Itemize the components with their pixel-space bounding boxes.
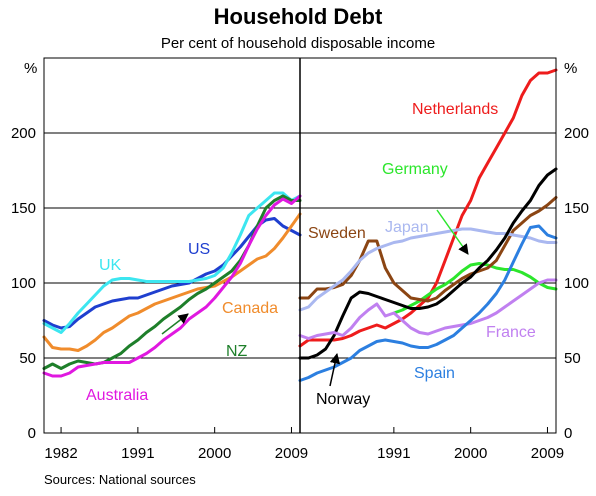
y-tick-right: 100 xyxy=(564,275,589,292)
series-line-netherlands xyxy=(298,68,558,348)
x-tick-label-left: 1982 xyxy=(44,445,77,462)
y-tick-left: 200 xyxy=(11,125,36,142)
annotations xyxy=(161,209,469,387)
y-tick-left: 100 xyxy=(11,275,36,292)
labels: US UK Canada NZ Australia Netherlands Germany S… xyxy=(86,101,536,408)
x-tick-label-right: 2000 xyxy=(454,445,487,462)
series-label-sweden: Sweden xyxy=(308,225,366,242)
series-line-sweden xyxy=(298,196,558,303)
series-line-canada xyxy=(42,212,302,352)
x-tick-label-left: 2000 xyxy=(198,445,231,462)
chart-title: Household Debt xyxy=(214,4,383,29)
series-line-japan xyxy=(298,227,558,312)
y-tick-right: 150 xyxy=(564,200,589,217)
series-label-germany: Germany xyxy=(382,161,448,178)
annotation-arrow xyxy=(329,352,341,387)
right-unit-label: % xyxy=(564,60,577,77)
chart-subtitle: Per cent of household disposable income xyxy=(161,35,435,52)
series-label-nz: NZ xyxy=(226,343,248,360)
series-line-spain xyxy=(298,224,558,382)
series-label-france: France xyxy=(486,324,536,341)
series-label-uk: UK xyxy=(99,257,122,274)
y-tick-right: 50 xyxy=(564,350,581,367)
series-label-spain: Spain xyxy=(414,365,455,382)
series-label-norway: Norway xyxy=(316,391,370,408)
y-tick-right: 0 xyxy=(564,425,572,442)
series-line-australia xyxy=(42,194,302,378)
annotation-arrow xyxy=(161,313,189,335)
series-lines xyxy=(42,68,558,382)
series-label-netherlands: Netherlands xyxy=(412,101,498,118)
y-tick-right: 200 xyxy=(564,125,589,142)
series-label-us: US xyxy=(188,241,210,258)
series-line-norway xyxy=(298,167,558,360)
series-line-france xyxy=(298,278,558,340)
y-tick-left: 50 xyxy=(19,350,36,367)
x-tick-label-right: 2009 xyxy=(531,445,564,462)
annotation-arrow xyxy=(436,209,469,255)
y-tick-left: 150 xyxy=(11,200,36,217)
source-note: Sources: National sources xyxy=(44,472,196,487)
left-unit-label: % xyxy=(24,60,37,77)
series-label-australia: Australia xyxy=(86,387,148,404)
series-line-uk xyxy=(42,191,302,334)
series-label-canada: Canada xyxy=(222,300,278,317)
y-tick-left: 0 xyxy=(28,425,36,442)
axes: 0 0 50 50 100 100 150 150 200 200 1982 1991 2000 2009… xyxy=(11,57,589,462)
x-tick-label-left: 1991 xyxy=(121,445,154,462)
x-tick-label-right: 1991 xyxy=(377,445,410,462)
series-line-nz xyxy=(42,194,302,370)
series-label-japan: Japan xyxy=(385,219,429,236)
x-tick-label-left: 2009 xyxy=(275,445,308,462)
